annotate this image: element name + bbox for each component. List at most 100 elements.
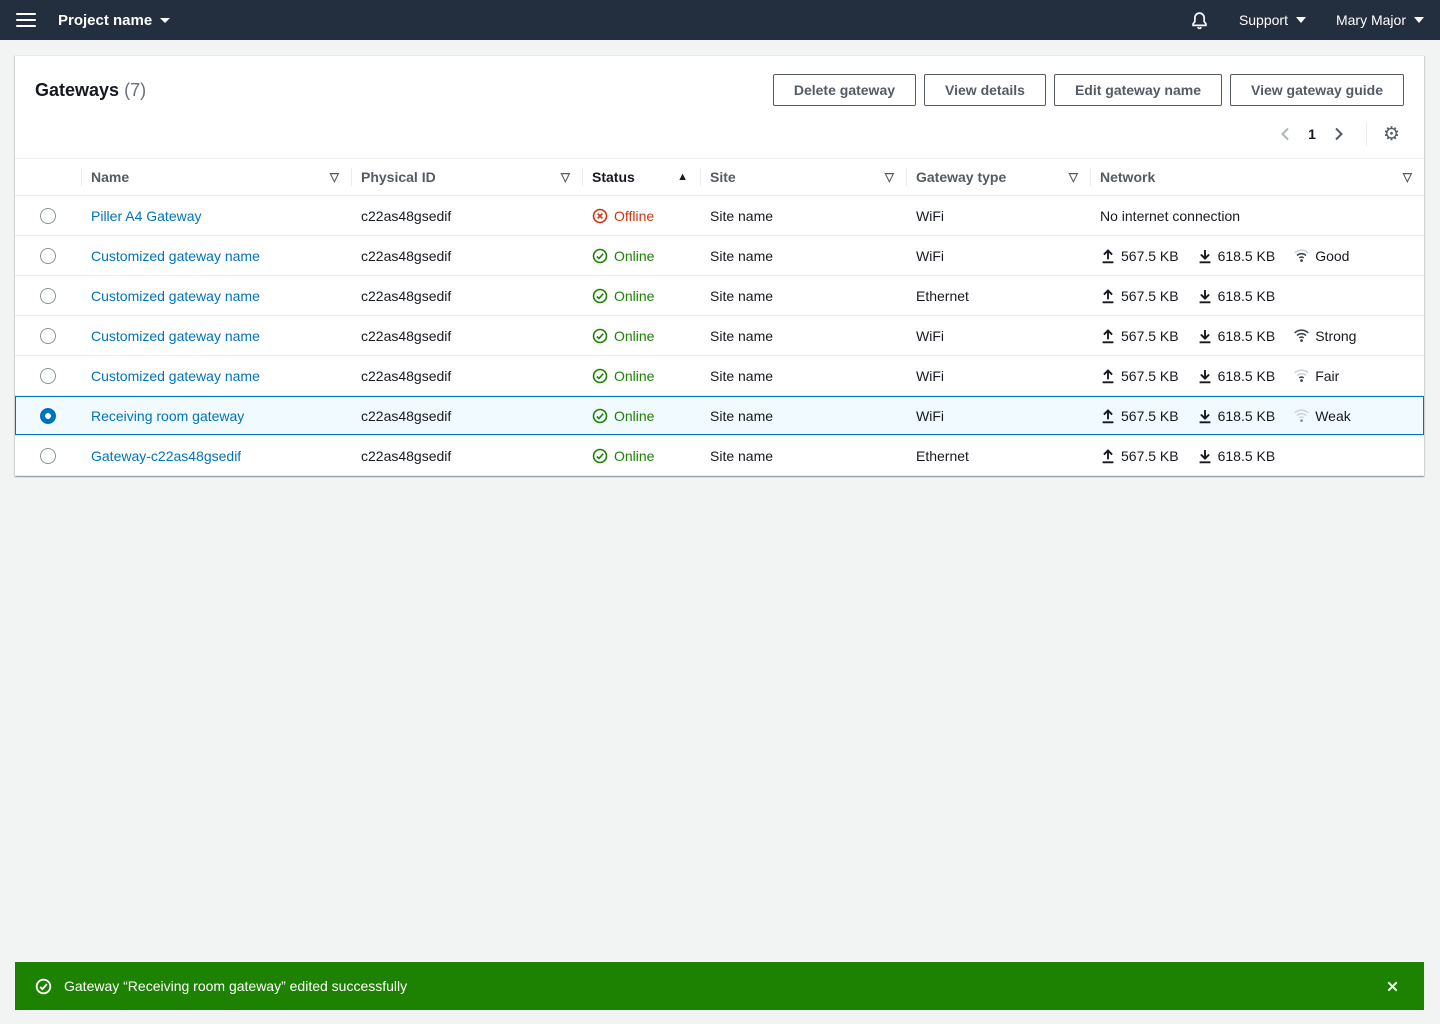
gateway-name-link[interactable]: Customized gateway name [91, 287, 260, 304]
filter-icon[interactable]: ▽ [884, 170, 894, 184]
table-header-row: Name ▽ Physical ID ▽ Status ▲ Site ▽ Gateway typ… [15, 158, 1424, 196]
row-select-cell [15, 287, 81, 304]
filter-icon[interactable]: ▽ [1402, 170, 1412, 184]
top-navigation-bar: Project name Support Mary Major [0, 0, 1440, 40]
column-header-site[interactable]: Site ▽ [700, 159, 906, 195]
chevron-down-icon [1414, 17, 1424, 23]
table-row[interactable]: Customized gateway name c22as48gsedif Onli… [15, 276, 1424, 316]
table-row[interactable]: Customized gateway name c22as48gsedif Onli… [15, 316, 1424, 356]
status-label: Online [614, 367, 655, 384]
gateway-name-cell: Customized gateway name [81, 368, 351, 384]
gateway-type-cell: WiFi [916, 247, 944, 264]
wifi-signal-stat: Weak [1293, 407, 1351, 424]
status-label: Offline [614, 207, 655, 224]
row-radio-button[interactable] [40, 247, 56, 264]
table-row[interactable]: Gateway-c22as48gsedif c22as48gsedif Online… [15, 436, 1424, 476]
wifi-signal-label: Fair [1315, 367, 1340, 384]
gateway-name-link[interactable]: Customized gateway name [91, 247, 260, 264]
gateway-name-link[interactable]: Customized gateway name [91, 327, 260, 344]
status-online-icon [592, 288, 608, 304]
column-header-physical-id[interactable]: Physical ID ▽ [351, 159, 582, 195]
network-cell: 567.5 KB 618.5 KB Weak [1090, 407, 1424, 424]
row-radio-button[interactable] [40, 367, 56, 384]
gateway-name-link[interactable]: Customized gateway name [91, 367, 260, 384]
sort-ascending-icon[interactable]: ▲ [677, 171, 688, 183]
gateways-table: Name ▽ Physical ID ▽ Status ▲ Site ▽ Gateway typ… [15, 158, 1424, 476]
network-cell: 567.5 KB 618.5 KB Good [1090, 247, 1424, 264]
upload-value: 567.5 KB [1121, 247, 1179, 264]
table-row[interactable]: Piller A4 Gateway c22as48gsedif Offline Sit… [15, 196, 1424, 236]
close-icon[interactable] [1381, 975, 1404, 998]
status-label: Online [614, 447, 655, 464]
network-cell: 567.5 KB 618.5 KB [1090, 288, 1424, 304]
flashbar-message: Gateway “Receiving room gateway” edited … [64, 978, 408, 994]
gateway-count: (7) [124, 79, 147, 100]
physical-id-cell: c22as48gsedif [361, 327, 452, 344]
gateway-name-cell: Customized gateway name [81, 288, 351, 304]
column-label: Site [710, 169, 736, 185]
wifi-icon [1293, 407, 1310, 424]
download-icon [1197, 408, 1213, 424]
download-value: 618.5 KB [1217, 287, 1276, 304]
status-cell: Offline [582, 208, 700, 224]
edit-gateway-name-button[interactable]: Edit gateway name [1053, 74, 1222, 106]
project-name-menu[interactable]: Project name [58, 12, 171, 29]
gateway-name-link[interactable]: Receiving room gateway [91, 407, 245, 424]
notifications-bell-icon[interactable] [1190, 11, 1209, 30]
filter-icon[interactable]: ▽ [329, 170, 339, 184]
table-row[interactable]: Customized gateway name c22as48gsedif Onli… [15, 236, 1424, 276]
download-icon [1197, 368, 1213, 384]
gateways-panel: Gateways (7) Delete gateway View details… [15, 55, 1424, 476]
row-radio-button[interactable] [40, 287, 56, 304]
row-radio-button[interactable] [40, 447, 56, 464]
settings-gear-icon[interactable]: ⚙ [1379, 125, 1404, 144]
table-row[interactable]: Receiving room gateway c22as48gsedif Onlin… [15, 396, 1424, 436]
wifi-signal-stat: Good [1293, 247, 1349, 264]
column-header-gateway-type[interactable]: Gateway type ▽ [906, 159, 1090, 195]
download-stat: 618.5 KB [1197, 408, 1275, 424]
site-cell: Site name [710, 327, 774, 344]
column-header-network[interactable]: Network ▽ [1090, 159, 1424, 195]
menu-icon[interactable] [16, 13, 36, 27]
gateway-name-cell: Piller A4 Gateway [81, 208, 351, 224]
divider [1365, 122, 1367, 146]
toolbar: Delete gateway View details Edit gateway… [772, 74, 1404, 106]
row-radio-button[interactable] [40, 407, 56, 424]
download-value: 618.5 KB [1217, 367, 1276, 384]
gateway-name-link[interactable]: Piller A4 Gateway [91, 207, 202, 224]
row-select-cell [15, 247, 81, 264]
upload-stat: 567.5 KB [1100, 368, 1179, 384]
filter-icon[interactable]: ▽ [1068, 170, 1078, 184]
chevron-down-icon [160, 17, 171, 23]
support-menu[interactable]: Support [1239, 12, 1306, 28]
download-value: 618.5 KB [1217, 447, 1276, 464]
wifi-signal-label: Strong [1315, 327, 1357, 344]
gateway-name-cell: Gateway-c22as48gsedif [81, 448, 351, 464]
user-menu[interactable]: Mary Major [1336, 12, 1424, 28]
gateway-name-link[interactable]: Gateway-c22as48gsedif [91, 447, 242, 464]
view-gateway-guide-button[interactable]: View gateway guide [1229, 74, 1404, 106]
upload-value: 567.5 KB [1121, 367, 1179, 384]
status-online-icon [592, 408, 608, 424]
filter-icon[interactable]: ▽ [560, 170, 570, 184]
status-label: Online [614, 287, 655, 304]
row-radio-button[interactable] [40, 207, 56, 224]
column-header-name[interactable]: Name ▽ [81, 159, 351, 195]
status-offline-icon [592, 208, 608, 224]
column-label: Network [1100, 169, 1156, 185]
row-radio-button[interactable] [40, 327, 56, 344]
table-row[interactable]: Customized gateway name c22as48gsedif Onli… [15, 356, 1424, 396]
wifi-signal-label: Weak [1315, 407, 1351, 424]
column-header-status[interactable]: Status ▲ [582, 159, 700, 195]
previous-page-button[interactable] [1270, 126, 1302, 142]
column-label: Gateway type [916, 169, 1007, 185]
wifi-signal-label: Good [1315, 247, 1350, 264]
view-details-button[interactable]: View details [924, 74, 1046, 106]
download-value: 618.5 KB [1217, 247, 1276, 264]
page-number[interactable]: 1 [1308, 126, 1316, 142]
next-page-button[interactable] [1322, 126, 1354, 142]
network-cell: No internet connection [1090, 208, 1424, 224]
delete-gateway-button[interactable]: Delete gateway [772, 74, 917, 106]
gateway-type-cell: WiFi [916, 327, 944, 344]
download-stat: 618.5 KB [1197, 287, 1276, 304]
